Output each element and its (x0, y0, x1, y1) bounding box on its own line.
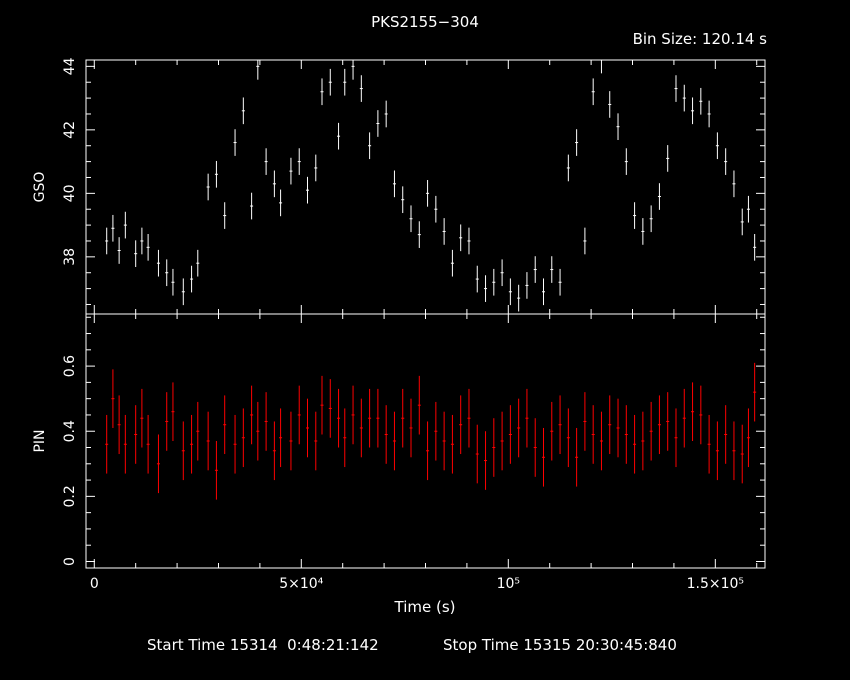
pin-y-tick-label: 0.6 (62, 355, 78, 377)
x-tick-label: 5×10⁴ (279, 576, 323, 592)
gso-y-tick-label: 42 (62, 121, 78, 139)
x-tick-label: 0 (90, 576, 99, 592)
x-tick-label: 10⁵ (497, 576, 520, 592)
stop-time-label: Stop Time 15315 20:30:45:840 (443, 636, 677, 654)
pin-axis-label: PIN (32, 429, 48, 452)
gso-axis-label: GSO (32, 172, 48, 203)
pin-y-tick-label: 0 (62, 557, 78, 566)
gso-y-tick-label: 44 (62, 57, 78, 75)
gso-y-tick-label: 38 (62, 248, 78, 266)
axis-ticks (86, 60, 765, 568)
chart-title: PKS2155−304 (371, 13, 479, 31)
gso-y-tick-label: 40 (62, 184, 78, 202)
pin-panel-frame (85, 313, 766, 569)
pin-y-tick-label: 0.4 (62, 420, 78, 442)
x-tick-label: 1.5×10⁵ (687, 576, 744, 592)
gso-data-layer (105, 59, 757, 312)
start-time-label: Start Time 15314 0:48:21:142 (147, 636, 379, 654)
bin-size-label: Bin Size: 120.14 s (632, 30, 767, 48)
pin-data-layer (105, 362, 757, 500)
pin-y-tick-label: 0.2 (62, 485, 78, 507)
gso-panel-frame (85, 59, 766, 315)
axis-tick-labels: 38 40 42 44 0 0.2 0.4 0.6 0 5×10⁴ 10⁵ 1.5×10⁵ (62, 57, 744, 592)
x-axis-label: Time (s) (394, 598, 456, 616)
